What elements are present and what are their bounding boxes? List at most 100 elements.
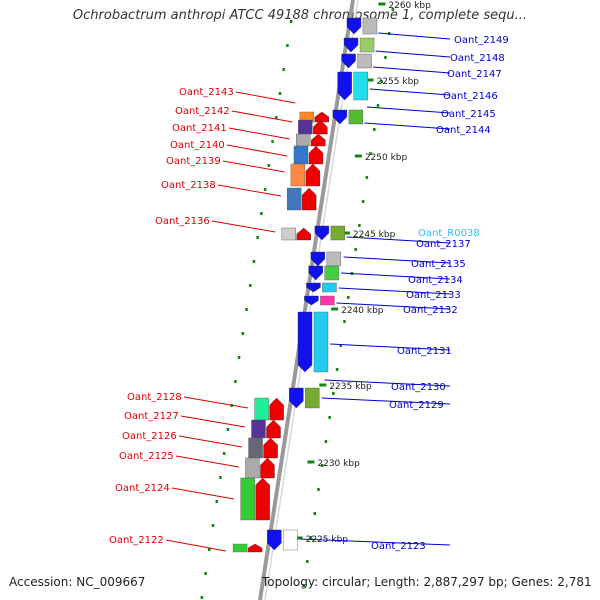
reverse-gene-arrow xyxy=(296,227,311,241)
label-leader xyxy=(231,110,293,123)
guide-dot xyxy=(354,248,357,251)
forward-gene-arrow xyxy=(310,251,326,267)
forward-gene-block xyxy=(313,311,329,373)
forward-gene-arrow xyxy=(267,529,282,551)
guide-dot xyxy=(263,188,267,191)
forward-gene-arrow xyxy=(308,265,323,281)
scale-tick-label: 2245 kbp xyxy=(353,230,396,240)
label-leader xyxy=(364,122,451,130)
scale-tick-label: 2240 kbp xyxy=(341,306,384,316)
reverse-gene-arrow xyxy=(247,543,263,553)
forward-gene-label: Oant_2133 xyxy=(406,290,461,301)
guide-dot xyxy=(328,416,331,419)
reverse-gene-arrow xyxy=(301,187,317,211)
forward-gene-block xyxy=(322,282,337,293)
guide-dot xyxy=(222,452,226,455)
guide-dot xyxy=(343,320,346,323)
scale-tick-mark xyxy=(331,307,339,311)
label-leader xyxy=(171,487,234,500)
label-leader xyxy=(378,32,451,40)
guide-dot xyxy=(271,140,274,143)
guide-dot xyxy=(335,368,339,371)
reverse-gene-label: Oant_2128 xyxy=(127,392,182,403)
guide-dot xyxy=(369,152,372,155)
guide-dot xyxy=(208,548,211,551)
guide-dot xyxy=(302,584,305,587)
guide-dot xyxy=(260,212,263,215)
label-leader xyxy=(369,88,451,96)
reverse-gene-label: Oant_2143 xyxy=(179,87,234,98)
label-leader xyxy=(366,106,451,114)
label-leader xyxy=(341,272,451,280)
reverse-gene-label: Oant_2136 xyxy=(155,216,210,227)
forward-gene-label: Oant_2145 xyxy=(441,109,496,120)
guide-dot xyxy=(245,308,248,311)
label-leader xyxy=(330,343,451,351)
scale-tick-label: 2260 kbp xyxy=(388,1,431,11)
forward-gene-arrow xyxy=(332,109,348,125)
reverse-gene-block xyxy=(240,477,255,521)
reverse-gene-label: Oant_2125 xyxy=(119,451,174,462)
reverse-gene-block xyxy=(290,163,306,187)
scale-tick-label: 2235 kbp xyxy=(329,382,372,392)
map-title: Ochrobactrum anthropi ATCC 49188 chromos… xyxy=(72,8,528,23)
label-leader xyxy=(217,184,281,197)
guide-dot xyxy=(332,392,335,395)
forward-gene-block xyxy=(362,17,378,35)
reverse-gene-block xyxy=(298,119,313,135)
accession-text: Accession: NC_009667 xyxy=(9,575,146,589)
reverse-gene-arrow xyxy=(260,457,275,479)
label-leader xyxy=(299,538,451,546)
forward-gene-block xyxy=(283,529,298,551)
reverse-gene-arrow xyxy=(305,163,321,187)
guide-dot xyxy=(286,44,289,47)
guide-dot xyxy=(211,524,215,527)
forward-gene-block xyxy=(359,37,375,53)
reverse-gene-block xyxy=(245,457,260,479)
forward-gene-label: Oant_2147 xyxy=(447,69,502,80)
label-leader xyxy=(324,379,451,387)
forward-gene-arrow xyxy=(289,387,304,409)
reverse-gene-block xyxy=(293,145,309,165)
label-leader xyxy=(338,287,451,295)
forward-gene-arrow xyxy=(337,71,352,101)
reverse-gene-block xyxy=(254,397,269,421)
guide-dot xyxy=(267,164,271,167)
forward-gene-label: Oant_2132 xyxy=(403,305,458,316)
label-leader xyxy=(175,455,239,468)
guide-dot xyxy=(219,476,222,479)
label-leader xyxy=(178,435,243,448)
reverse-gene-label: Oant_2126 xyxy=(122,431,177,442)
guide-dot xyxy=(313,512,316,515)
forward-gene-block xyxy=(330,225,346,241)
guide-dot xyxy=(376,104,380,107)
forward-gene-block xyxy=(326,251,342,267)
guide-dot xyxy=(384,56,387,59)
guide-dot xyxy=(346,296,350,299)
reverse-gene-arrow xyxy=(263,437,278,459)
label-leader xyxy=(228,127,290,140)
forward-gene-arrow xyxy=(306,282,321,293)
guide-dot xyxy=(226,428,230,431)
reverse-gene-label: Oant_2142 xyxy=(175,106,230,117)
forward-gene-arrow xyxy=(343,37,359,53)
forward-gene-label: Oant_2131 xyxy=(397,346,452,357)
scale-tick-mark xyxy=(295,536,303,540)
guide-dot xyxy=(320,464,324,467)
forward-gene-arrow xyxy=(314,225,330,241)
guide-dot xyxy=(339,344,343,347)
forward-gene-block xyxy=(305,387,320,409)
forward-gene-label: Oant_2137 xyxy=(416,239,471,250)
label-leader xyxy=(346,236,451,244)
reverse-gene-arrow xyxy=(308,145,324,165)
forward-gene-arrow xyxy=(341,53,356,69)
label-leader xyxy=(222,160,285,173)
forward-gene-label: Oant_2144 xyxy=(436,125,491,136)
reverse-gene-arrow xyxy=(313,119,328,135)
scale-tick-label: 2230 kbp xyxy=(317,459,360,469)
guide-dot xyxy=(282,68,285,71)
forward-gene-block xyxy=(353,71,368,101)
guide-dot xyxy=(278,92,282,95)
label-leader xyxy=(336,302,451,310)
scale-tick-mark xyxy=(319,383,327,387)
